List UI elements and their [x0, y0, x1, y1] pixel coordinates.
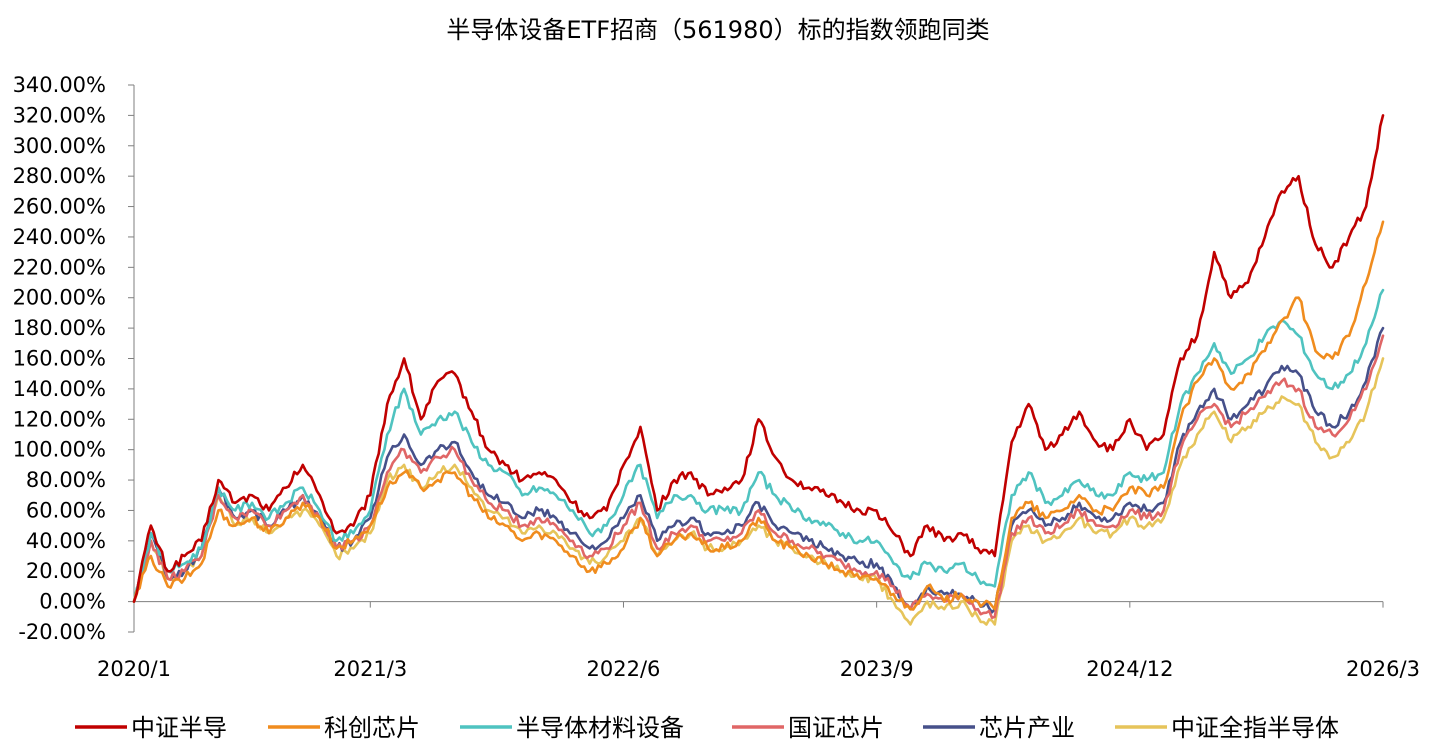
legend-label: 芯片产业	[979, 714, 1075, 742]
y-tick-label: 220.00%	[13, 255, 106, 279]
y-tick-label: 340.00%	[13, 73, 106, 97]
series-lines	[132, 114, 1385, 626]
x-tick-label: 2020/1	[97, 657, 171, 681]
x-tick-label: 2026/3	[1346, 657, 1420, 681]
y-tick-label: 20.00%	[26, 559, 106, 583]
y-tick-label: 140.00%	[13, 377, 106, 401]
series-line-5	[132, 326, 1385, 614]
x-tick-label: 2023/9	[840, 657, 914, 681]
y-tick-label: 240.00%	[13, 225, 106, 249]
y-tick-label: 160.00%	[13, 347, 106, 371]
legend-label: 科创芯片	[324, 714, 420, 742]
y-tick-label: -20.00%	[18, 620, 106, 644]
y-tick-label: 260.00%	[13, 195, 106, 219]
x-tick-label: 2021/3	[333, 657, 407, 681]
y-tick-label: 300.00%	[13, 134, 106, 158]
series-line-1	[132, 114, 1385, 603]
y-tick-label: 200.00%	[13, 286, 106, 310]
x-tick-label: 2022/6	[587, 657, 661, 681]
legend-label: 半导体材料设备	[516, 714, 684, 742]
series-line-6	[132, 357, 1385, 626]
y-axis: -20.00% 0.00% 20.00% 40.00% 60.00% 80.00% 100.…	[13, 73, 135, 644]
y-tick-label: 100.00%	[13, 438, 106, 462]
legend-label: 中证全指半导体	[1171, 714, 1339, 742]
legend-label: 国证芯片	[788, 714, 884, 742]
y-tick-label: 0.00%	[39, 590, 106, 614]
legend: 中证半导 科创芯片 半导体材料设备 国证芯片 芯片产业 中证全指半导体	[75, 714, 1339, 742]
legend-label: 中证半导	[131, 714, 227, 742]
chart-title: 半导体设备ETF招商（561980）标的指数领跑同类	[446, 16, 989, 44]
y-tick-label: 180.00%	[13, 316, 106, 340]
y-tick-label: 120.00%	[13, 407, 106, 431]
series-line-3	[132, 288, 1385, 603]
y-tick-label: 40.00%	[26, 529, 106, 553]
x-axis: 2020/1 2021/3 2022/6 2023/9 2024/12 2026/3	[97, 601, 1420, 681]
y-tick-label: 320.00%	[13, 103, 106, 127]
y-tick-label: 280.00%	[13, 164, 106, 188]
y-tick-label: 80.00%	[26, 468, 106, 492]
x-tick-label: 2024/12	[1086, 657, 1173, 681]
series-line-2	[132, 220, 1385, 611]
series-line-4	[132, 334, 1385, 620]
y-tick-label: 60.00%	[26, 498, 106, 522]
